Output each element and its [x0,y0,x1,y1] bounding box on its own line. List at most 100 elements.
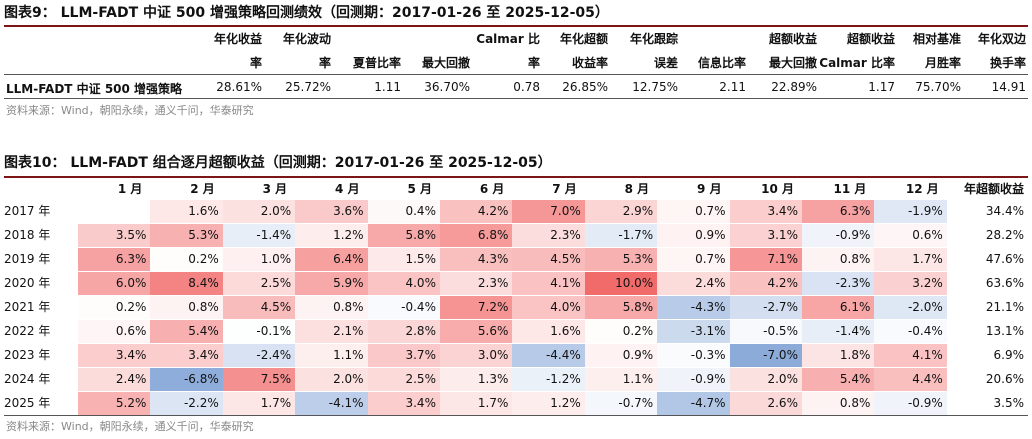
month-cell [78,200,151,223]
table1-header-line2: 收益率 [571,56,608,70]
month-cell: 0.8% [802,248,875,271]
month-cell: 4.2% [729,272,802,295]
table1-row-label: LLM-FADT 中证 500 增强策略 [6,82,183,96]
month-cell: 6.3% [802,200,875,223]
month-cell: 0.8% [295,296,368,319]
month-cell: -0.4% [874,320,947,343]
month-cell: 0.2% [78,296,151,319]
month-cell: 6.3% [78,248,151,271]
table1-header-line1: 相对基准 [912,32,961,46]
month-cell: 1.7% [440,392,513,415]
table1-cell: 25.72% [285,80,331,94]
annual-cell: 63.6% [985,276,1024,290]
table2-title-rule [4,176,1028,178]
row-year-label: 2023 年 [4,348,51,362]
month-cell: 3.4% [367,392,440,415]
month-cell: -3.1% [657,320,730,343]
table-row: 2020 年 6.0% 8.4% 2.5% 5.9% 4.0% 2.3% 4.1% 10.0% 2… [0,272,1032,295]
table2-header-month: 9 月 [697,182,722,196]
table1-header-line1: 年化超额 [559,32,608,46]
month-cell: 1.6% [512,320,585,343]
month-cell: -1.4% [222,224,296,247]
month-cell: 1.7% [222,392,296,415]
month-cell: 3.5% [78,224,151,247]
table2-title: 图表10： LLM-FADT 组合逐月超额收益（回测期：2017-01-26 至… [4,155,552,171]
table1-cell: 26.85% [562,80,608,94]
table1-bottom-rule [4,98,1028,99]
month-cell: 1.1% [295,344,368,367]
table2-header-month: 5 月 [407,182,432,196]
table1-title: 图表9： LLM-FADT 中证 500 增强策略回测绩效（回测期：2017-0… [4,5,609,21]
month-cell: 6.1% [802,296,875,319]
row-year-label: 2025 年 [4,396,51,410]
month-cell: 8.4% [150,272,223,295]
annual-cell: 20.6% [985,372,1024,386]
month-cell: 4.1% [874,344,947,367]
table-row: 2023 年 3.4% 3.4% -2.4% 1.1% 3.7% 3.0% -4.4% 0.9%… [0,344,1032,367]
month-cell: 5.4% [150,320,223,343]
month-cell: 0.9% [657,224,730,247]
month-cell: -0.3% [657,344,730,367]
month-cell: -4.4% [512,344,585,367]
table-row: 2019 年 6.3% 0.2% 1.0% 6.4% 1.5% 4.3% 4.5% 5.3% 0.… [0,248,1032,271]
table-row: 2021 年 0.2% 0.8% 4.5% 0.8% -0.4% 7.2% 4.0% 5.8% -… [0,296,1032,319]
month-cell: 4.0% [512,296,585,319]
month-cell: 2.1% [295,320,368,343]
month-cell: 2.0% [295,368,368,391]
month-cell: 4.5% [222,296,296,319]
month-cell: 4.3% [440,248,513,271]
month-cell: 6.8% [440,224,513,247]
table-row: 2018 年 3.5% 5.3% -1.4% 1.2% 5.8% 6.8% 2.3% -1.7%… [0,224,1032,247]
month-cell: 4.1% [512,272,585,295]
table1-header-line2: 误差 [653,56,678,70]
month-cell: 0.8% [150,296,223,319]
month-cell: 1.1% [584,368,658,391]
month-cell: 0.7% [657,248,730,271]
month-cell: 2.8% [367,320,440,343]
row-year-label: 2020 年 [4,276,51,290]
month-cell: 7.0% [512,200,585,223]
annual-cell: 13.1% [985,324,1024,338]
table1-cell: 12.75% [632,80,678,94]
month-cell: 1.2% [512,392,585,415]
table2-header-month: 4 月 [335,182,360,196]
month-cell: 3.0% [440,344,513,367]
month-cell: 1.3% [440,368,513,391]
table1-cell: 0.78 [513,80,540,94]
annual-cell: 6.9% [993,348,1025,362]
month-cell: 0.6% [874,224,947,247]
row-year-label: 2018 年 [4,228,51,242]
month-cell: -0.4% [367,296,440,319]
table1-header-line2: 率 [249,56,262,70]
row-year-label: 2022 年 [4,324,51,338]
month-cell: 3.2% [874,272,947,295]
table1-cell: 22.89% [771,80,817,94]
month-cell: -2.4% [222,344,296,367]
table1-header-line2: 率 [318,56,331,70]
table1-header-line1: 年化跟踪 [629,32,678,46]
month-cell: 3.4% [150,344,223,367]
month-cell: -0.9% [657,368,730,391]
table1-header-line1: 年化波动 [282,32,331,46]
table2-header-month: 7 月 [552,182,577,196]
row-year-label: 2021 年 [4,300,51,314]
table1-cell: 28.61% [216,80,262,94]
month-cell: 5.3% [584,248,658,271]
month-cell: 1.5% [367,248,440,271]
month-cell: -0.9% [802,224,875,247]
month-cell: 4.4% [874,368,947,391]
table-row: 2022 年 0.6% 5.4% -0.1% 2.1% 2.8% 5.6% 1.6% 0.2% -… [0,320,1032,343]
row-year-label: 2024 年 [4,372,51,386]
month-cell: -2.0% [874,296,947,319]
table-row: 2025 年 5.2% -2.2% 1.7% -4.1% 3.4% 1.7% 1.2% -0.7… [0,392,1032,415]
month-cell: 5.6% [440,320,513,343]
month-cell: -2.7% [729,296,802,319]
month-cell: -2.2% [150,392,223,415]
annual-cell: 21.1% [985,300,1024,314]
month-cell: -6.8% [150,368,223,391]
month-cell: 5.8% [584,296,658,319]
table1-header-line1: 年化收益 [213,32,262,46]
month-cell: -1.2% [512,368,585,391]
table1-header-line2: Calmar 比率 [819,56,895,70]
month-cell: 5.8% [367,224,440,247]
